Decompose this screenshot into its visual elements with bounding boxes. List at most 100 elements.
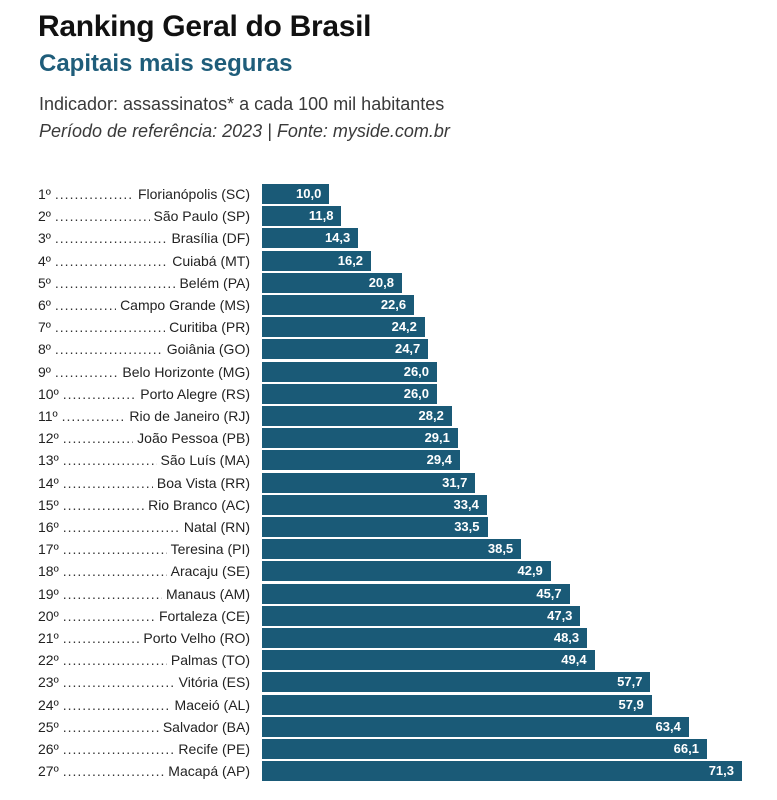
- dot-leader: ........................................…: [62, 496, 144, 513]
- category-label: 14º.....................................…: [38, 473, 250, 493]
- value-label: 29,4: [426, 452, 452, 468]
- rank-label: 21º: [38, 630, 59, 646]
- category-label: 5º......................................…: [38, 273, 250, 293]
- bar: 24,7: [262, 339, 429, 360]
- rank-label: 27º: [38, 763, 59, 780]
- chart-row: 13º.....................................…: [0, 450, 777, 471]
- dot-leader: ........................................…: [54, 341, 163, 358]
- value-label: 33,4: [453, 496, 479, 512]
- category-label: 12º.....................................…: [38, 428, 250, 448]
- category-label: 2º......................................…: [38, 206, 250, 226]
- bar: 63,4: [262, 716, 689, 737]
- rank-label: 19º: [38, 585, 59, 602]
- category-label: 18º.....................................…: [38, 561, 250, 581]
- rank-label: 23º: [38, 674, 59, 691]
- bar: 26,0: [262, 361, 438, 382]
- chart-row: 21º.....................................…: [0, 628, 777, 648]
- dot-leader: ........................................…: [62, 763, 165, 780]
- value-label: 28,2: [418, 408, 444, 423]
- value-label: 24,7: [394, 341, 421, 357]
- chart-row: 23º.....................................…: [0, 672, 777, 693]
- value-label: 49,4: [561, 652, 587, 668]
- rank-label: 8º: [38, 341, 51, 358]
- rank-label: 18º: [38, 563, 59, 580]
- value-label: 14,3: [324, 230, 351, 246]
- value-label: 47,3: [547, 607, 573, 623]
- city-label: Brasília (DF): [171, 230, 250, 247]
- value-label: 10,0: [296, 186, 322, 201]
- city-label: Macapá (AP): [168, 763, 250, 780]
- rank-label: 5º: [38, 274, 51, 291]
- rank-label: 20º: [38, 607, 59, 624]
- dot-leader: ........................................…: [62, 452, 157, 469]
- value-label: 57,7: [617, 674, 643, 690]
- chart-row: 4º......................................…: [0, 250, 777, 271]
- value-label: 29,1: [424, 430, 450, 446]
- bar-chart: 1º......................................…: [0, 180, 777, 790]
- dot-leader: ........................................…: [62, 474, 153, 491]
- city-label: Palmas (TO): [170, 652, 250, 669]
- value-label: 45,7: [536, 585, 562, 601]
- city-label: Porto Velho (RO): [143, 630, 250, 646]
- city-label: Rio de Janeiro (RJ): [129, 408, 250, 424]
- dot-leader: ........................................…: [62, 630, 140, 646]
- dot-leader: ........................................…: [62, 585, 162, 602]
- chart-row: 27º.....................................…: [0, 761, 777, 782]
- city-label: Salvador (BA): [162, 718, 250, 735]
- category-label: 13º.....................................…: [38, 450, 250, 470]
- category-label: 6º......................................…: [38, 295, 250, 315]
- dot-leader: ........................................…: [54, 363, 119, 380]
- value-label: 42,9: [517, 563, 543, 579]
- bar: 45,7: [262, 583, 570, 604]
- chart-row: 17º.....................................…: [0, 539, 777, 560]
- chart-row: 25º.....................................…: [0, 716, 777, 737]
- city-label: Boa Vista (RR): [156, 474, 250, 491]
- rank-label: 7º: [38, 319, 51, 336]
- value-label: 20,8: [368, 274, 395, 290]
- rank-label: 2º: [38, 208, 51, 225]
- chart-subtitle: Capitais mais seguras: [39, 50, 293, 77]
- rank-label: 24º: [38, 696, 59, 713]
- dot-leader: ........................................…: [62, 430, 133, 447]
- dot-leader: ........................................…: [62, 696, 171, 713]
- chart-row: 10º.....................................…: [0, 383, 777, 404]
- bar: 31,7: [262, 472, 476, 493]
- dot-leader: ........................................…: [62, 541, 167, 558]
- bar: 20,8: [262, 272, 403, 293]
- value-label: 31,7: [442, 474, 468, 490]
- bar: 14,3: [262, 228, 359, 249]
- value-label: 26,0: [403, 385, 430, 401]
- category-label: 15º.....................................…: [38, 495, 250, 515]
- chart-row: 20º.....................................…: [0, 605, 777, 626]
- city-label: Campo Grande (MS): [120, 297, 250, 313]
- value-label: 16,2: [337, 252, 364, 268]
- dot-leader: ........................................…: [54, 186, 134, 202]
- bar: 38,5: [262, 539, 522, 560]
- chart-row: 2º......................................…: [0, 206, 777, 227]
- chart-row: 7º......................................…: [0, 317, 777, 338]
- dot-leader: ........................................…: [54, 274, 176, 291]
- chart-title: Ranking Geral do Brasil: [38, 10, 372, 43]
- rank-label: 10º: [38, 385, 59, 402]
- rank-label: 26º: [38, 741, 59, 757]
- dot-leader: ........................................…: [62, 652, 167, 669]
- city-label: Vitória (ES): [178, 674, 250, 691]
- category-label: 22º.....................................…: [38, 650, 250, 670]
- rank-label: 22º: [38, 652, 59, 669]
- rank-label: 14º: [38, 474, 59, 491]
- dot-leader: ........................................…: [54, 297, 116, 313]
- rank-label: 11º: [38, 408, 58, 424]
- category-label: 11º.....................................…: [38, 406, 250, 426]
- dot-leader: ........................................…: [54, 252, 168, 269]
- category-label: 16º.....................................…: [38, 517, 250, 537]
- category-label: 19º.....................................…: [38, 584, 250, 604]
- rank-label: 6º: [38, 297, 51, 313]
- value-label: 11,8: [308, 208, 334, 224]
- category-label: 25º.....................................…: [38, 717, 250, 737]
- city-label: Florianópolis (SC): [137, 186, 250, 202]
- chart-row: 22º.....................................…: [0, 650, 777, 671]
- chart-row: 6º......................................…: [0, 295, 777, 315]
- city-label: São Luís (MA): [160, 452, 250, 469]
- bar: 26,0: [262, 383, 438, 404]
- value-label: 48,3: [553, 630, 580, 645]
